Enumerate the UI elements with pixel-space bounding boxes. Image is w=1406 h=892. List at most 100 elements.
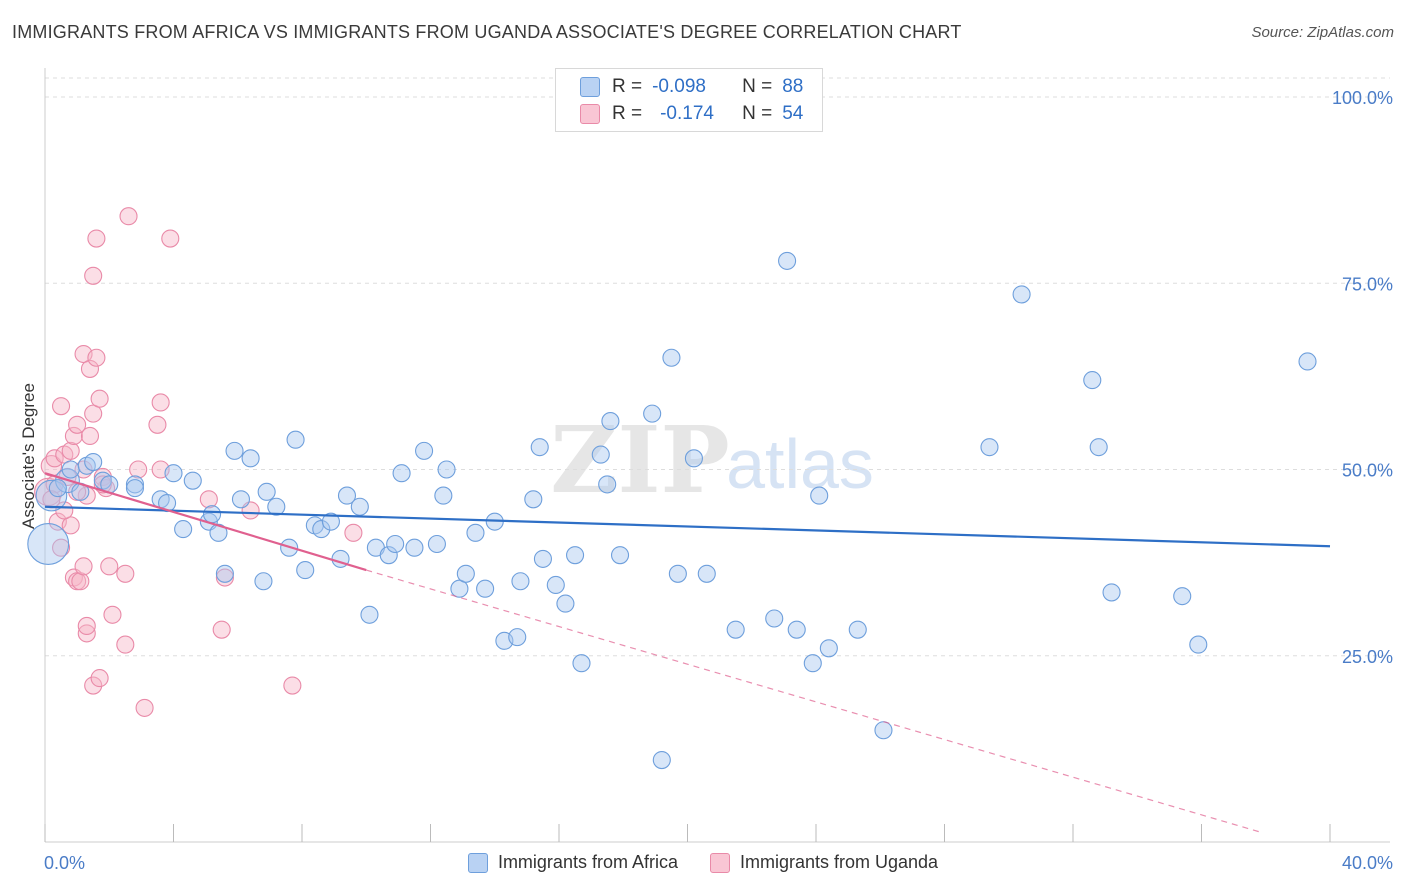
africa-point-26 xyxy=(286,430,305,449)
uganda-point-9 xyxy=(61,441,80,460)
africa-point-71 xyxy=(778,251,797,270)
africa-point-53 xyxy=(530,438,549,457)
africa-point-65 xyxy=(662,348,681,367)
africa-point-82 xyxy=(1102,583,1121,602)
africa-point-54 xyxy=(533,549,552,568)
africa-point-14 xyxy=(183,471,202,490)
africa-point-36 xyxy=(379,546,398,565)
africa-point-0 xyxy=(27,523,70,565)
africa-point-27 xyxy=(296,561,315,580)
africa-point-13 xyxy=(174,520,193,539)
uganda-point-49 xyxy=(344,523,363,542)
africa-point-62 xyxy=(610,546,630,565)
uganda-point-33 xyxy=(100,557,119,576)
y-tick-label-0: 25.0% xyxy=(1342,647,1393,667)
africa-point-60 xyxy=(598,475,617,494)
africa-n-value: 88 xyxy=(782,76,804,97)
uganda-point-45 xyxy=(212,620,231,639)
africa-legend-swatch xyxy=(467,852,488,873)
uganda-point-22 xyxy=(80,426,100,446)
uganda-point-13 xyxy=(68,415,87,434)
uganda-point-37 xyxy=(119,207,138,226)
uganda-point-10 xyxy=(61,516,80,535)
africa-point-47 xyxy=(476,579,495,598)
africa-point-79 xyxy=(1012,285,1031,304)
africa-point-30 xyxy=(321,512,340,531)
africa-point-73 xyxy=(803,654,822,673)
uganda-legend-swatch xyxy=(709,852,730,873)
uganda-point-18 xyxy=(74,557,93,576)
africa-point-40 xyxy=(415,441,434,460)
africa-point-32 xyxy=(337,486,357,505)
uganda-legend-label: Immigrants from Uganda xyxy=(739,852,939,872)
legend-row-uganda: R = -0.174 N = 54 xyxy=(580,102,803,126)
uganda-point-25 xyxy=(84,404,103,423)
africa-point-66 xyxy=(668,564,687,583)
uganda-point-24 xyxy=(84,266,103,285)
africa-point-46 xyxy=(466,523,485,542)
uganda-point-23 xyxy=(80,359,100,378)
africa-point-3 xyxy=(61,460,80,479)
axes xyxy=(44,68,1390,843)
africa-point-81 xyxy=(1089,438,1108,457)
uganda-point-28 xyxy=(87,348,106,367)
legend-item-africa[interactable]: Immigrants from Africa xyxy=(467,852,678,873)
africa-point-22 xyxy=(254,572,273,591)
africa-point-51 xyxy=(511,572,530,591)
uganda-point-26 xyxy=(84,676,103,695)
africa-r-value: -0.098 xyxy=(652,76,706,97)
africa-point-17 xyxy=(209,523,228,542)
africa-point-74 xyxy=(810,486,829,505)
africa-point-52 xyxy=(524,490,543,509)
africa-n-label: N = xyxy=(742,76,773,97)
africa-point-20 xyxy=(231,490,251,509)
africa-point-58 xyxy=(572,654,591,673)
africa-point-69 xyxy=(726,620,745,639)
africa-point-76 xyxy=(848,620,867,639)
africa-point-43 xyxy=(437,460,456,479)
uganda-point-48 xyxy=(283,676,302,695)
uganda-r-label: R = xyxy=(612,103,643,124)
africa-point-19 xyxy=(225,441,244,460)
africa-point-5 xyxy=(84,452,103,472)
africa-point-16 xyxy=(203,505,222,524)
uganda-point-12 xyxy=(64,426,83,446)
africa-point-39 xyxy=(405,538,424,557)
africa-point-23 xyxy=(257,482,276,501)
africa-point-12 xyxy=(164,464,183,483)
trend-lines xyxy=(44,472,1331,833)
y-tick-label-3: 100.0% xyxy=(1332,88,1393,108)
uganda-point-36 xyxy=(116,564,135,583)
uganda-n-label: N = xyxy=(742,103,773,124)
stats-legend: R = -0.098 N = 88 R = -0.174 N = 54 xyxy=(555,68,823,132)
uganda-point-29 xyxy=(90,389,109,408)
africa-point-72 xyxy=(787,620,806,639)
watermark: ZIP atlas xyxy=(550,406,874,514)
africa-point-55 xyxy=(546,575,565,595)
africa-point-77 xyxy=(874,721,893,740)
series-legend: Immigrants from Africa Immigrants from U… xyxy=(0,852,1406,873)
x-tick-labels: 0.0% 40.0% xyxy=(44,853,1393,873)
africa-point-85 xyxy=(1298,352,1317,371)
y-tick-label-1: 50.0% xyxy=(1342,461,1393,481)
uganda-point-39 xyxy=(135,698,154,717)
y-tick-label-2: 75.0% xyxy=(1342,274,1393,294)
y-tick-labels: 25.0% 50.0% 75.0% 100.0% xyxy=(1332,88,1393,667)
africa-points xyxy=(27,251,1317,770)
africa-point-80 xyxy=(1083,371,1102,390)
africa-point-18 xyxy=(215,564,234,583)
africa-point-45 xyxy=(456,564,475,583)
uganda-point-15 xyxy=(71,572,90,591)
africa-point-42 xyxy=(434,486,453,505)
africa-point-78 xyxy=(980,438,999,457)
africa-legend-label: Immigrants from Africa xyxy=(497,852,678,872)
uganda-point-6 xyxy=(52,397,71,416)
legend-item-uganda[interactable]: Immigrants from Uganda xyxy=(709,852,939,873)
africa-point-41 xyxy=(427,534,446,554)
legend-row-africa: R = -0.098 N = 88 xyxy=(580,75,803,99)
x-tick-label-0: 0.0% xyxy=(44,853,85,873)
africa-point-29 xyxy=(312,520,331,539)
africa-point-59 xyxy=(591,445,610,464)
africa-point-84 xyxy=(1189,635,1208,654)
